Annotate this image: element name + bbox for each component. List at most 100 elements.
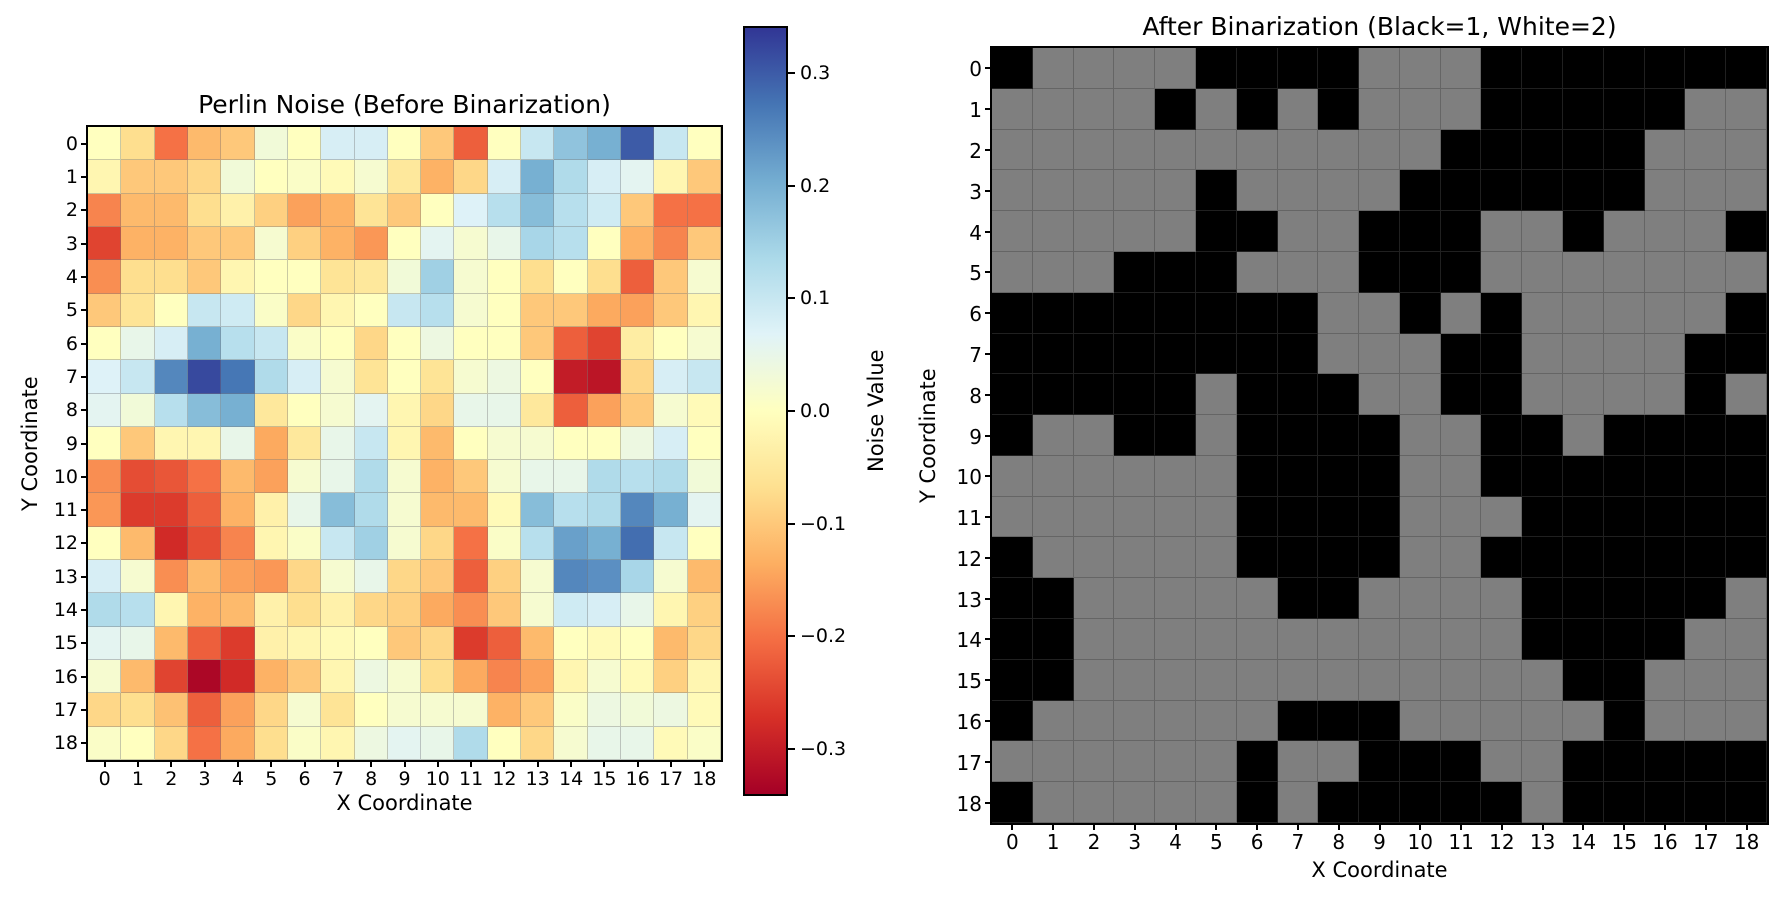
binary-cell [1359,578,1400,620]
binary-cell [1359,129,1400,171]
tick-mark [1704,823,1707,830]
binary-cell [1440,48,1482,89]
noise-cell [421,360,455,394]
binary-cell [1685,782,1727,823]
noise-cell [487,260,522,294]
noise-cell [187,193,222,227]
noise-cell [88,626,122,661]
tick-mark [81,209,88,212]
binary-cell [1155,782,1196,823]
noise-cell [187,560,222,594]
noise-cell [621,726,655,760]
binary-cell [1563,659,1604,701]
noise-cell [121,326,155,361]
colorbar-tick-label: −0.1 [800,512,847,535]
noise-cell [321,460,355,494]
noise-cell [587,493,622,527]
noise-cell [587,460,622,494]
noise-cell [88,693,122,727]
binary-cell [1195,741,1237,783]
noise-cell [121,127,155,161]
binary-cell [1603,537,1645,579]
binary-cell [1195,578,1237,620]
binary-cell [1359,659,1400,701]
noise-cell [554,127,588,161]
binary-cell [1114,415,1156,456]
binary-cell [1399,782,1441,823]
noise-cell [354,293,388,327]
noise-cell [121,293,155,327]
binary-cell [1726,129,1767,171]
noise-cell [321,693,355,727]
binary-cell [1318,374,1360,416]
binary-cell [1114,455,1156,497]
binary-cell [1685,741,1727,783]
binary-cell [1114,170,1156,212]
binary-cell [1644,619,1686,660]
noise-cell [421,193,455,227]
right-x-axis-label: X Coordinate [1311,858,1448,882]
binary-cell [1481,170,1523,212]
tick-mark [985,638,992,641]
tick-label: 6 [969,302,982,327]
noise-cell [421,393,455,427]
tick-mark [985,189,992,192]
binary-cell [1726,537,1767,579]
noise-cell [421,526,455,561]
noise-cell [387,560,422,594]
noise-cell [221,726,255,760]
binary-cell [1032,619,1074,660]
noise-cell [354,660,388,694]
noise-cell [387,326,422,361]
noise-cell [187,293,222,327]
noise-cell [287,426,322,461]
noise-cell [521,526,555,561]
binary-cell [1073,211,1115,252]
binary-cell [1032,700,1074,742]
binary-cell [992,170,1033,212]
binary-cell [1032,88,1074,130]
tick-mark [1419,823,1422,830]
noise-cell [254,693,288,727]
binary-cell [1155,251,1196,293]
binary-cell [1318,782,1360,823]
tick-label: 0 [98,768,111,790]
colorbar-tick-label: 0.3 [800,62,831,85]
tick-mark [81,742,88,745]
binary-cell [1359,251,1400,293]
noise-cell [354,226,388,261]
noise-cell [387,726,422,760]
noise-cell [454,526,488,561]
binary-cell [1399,537,1441,579]
noise-cell [221,560,255,594]
tick-label: 1 [65,165,78,188]
binary-cell [1440,251,1482,293]
binary-cell [1563,88,1604,130]
noise-cell [554,160,588,194]
noise-cell [221,127,255,161]
noise-cell [221,493,255,527]
binary-cell [992,415,1033,456]
noise-cell [221,193,255,227]
noise-cell [654,726,688,760]
tick-mark [81,409,88,412]
binary-cell [992,48,1033,89]
binary-cell [1032,211,1074,252]
colorbar-tick-mark [788,747,795,750]
binary-cell [1563,619,1604,660]
binary-cell [1236,170,1278,212]
noise-cell [154,593,188,627]
noise-cell [521,393,555,427]
binary-cell [1563,129,1604,171]
noise-cell [321,593,355,627]
tick-label: 10 [425,768,450,790]
noise-cell [321,726,355,760]
noise-cell [88,460,122,494]
tick-mark [1256,823,1259,830]
noise-cell [687,260,721,294]
binary-cell [1236,578,1278,620]
binary-cell [1522,211,1564,252]
binary-cell [1277,741,1319,783]
noise-cell [254,293,288,327]
binary-cell [1195,88,1237,130]
